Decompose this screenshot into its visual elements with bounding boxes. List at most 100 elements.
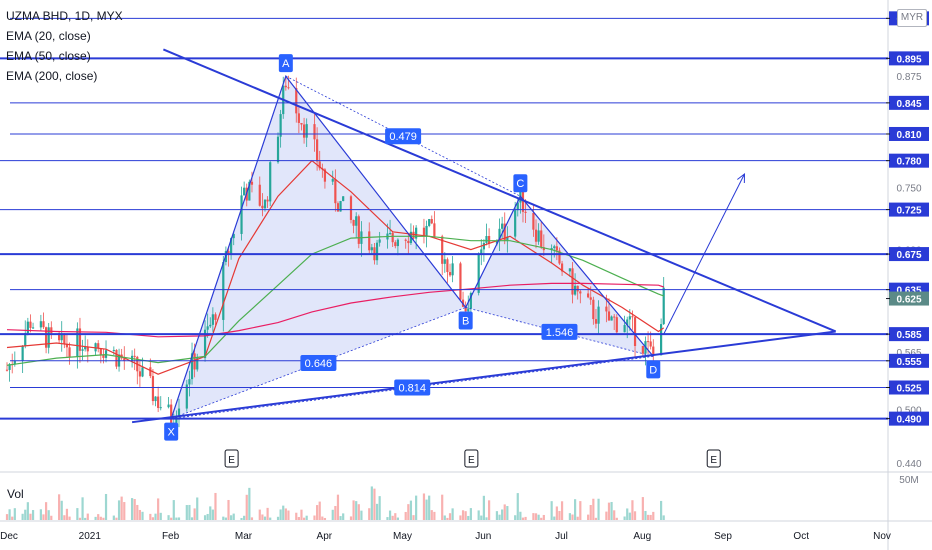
trendline-upper[interactable] (162, 48, 837, 333)
earnings-badge[interactable] (706, 449, 721, 468)
candle-body (97, 343, 100, 349)
candle-body (467, 308, 470, 312)
volume-bar (524, 516, 527, 520)
volume-bar (295, 512, 298, 520)
pattern-ratio-badge[interactable] (385, 128, 422, 145)
volume-bar (540, 517, 543, 520)
volume-bar (506, 506, 509, 520)
volume-bar (94, 516, 97, 520)
projection-arrow-line[interactable] (663, 173, 745, 335)
candle-body (58, 333, 61, 341)
y-tick-label: 0.845 (896, 99, 921, 110)
candle-body (448, 272, 452, 276)
candle-body (68, 347, 71, 357)
earnings-label: E (710, 455, 717, 466)
volume-bar (47, 510, 50, 520)
volume-bar (227, 499, 230, 520)
indicator-ema20[interactable]: EMA (20, close) (6, 29, 91, 43)
candle-body (649, 341, 652, 347)
candle-body (8, 364, 11, 370)
volume-bar (245, 494, 248, 520)
candle-body (521, 184, 525, 212)
candle-body (39, 321, 42, 328)
volume-bar (266, 507, 269, 520)
volume-bar (136, 504, 139, 520)
volume-bar (248, 487, 251, 520)
volume-bar (587, 514, 590, 520)
pattern-ratio-badge[interactable] (541, 323, 578, 340)
pattern-point-badge[interactable] (646, 360, 661, 379)
candle-body (50, 327, 53, 334)
candle-body (284, 85, 287, 88)
volume-bar (375, 503, 379, 520)
candle-body (503, 223, 506, 241)
earnings-badge[interactable] (224, 449, 239, 468)
volume-bar (115, 517, 118, 520)
volume-bar (542, 514, 545, 520)
volume-bar (263, 516, 267, 520)
x-tick-label: Apr (317, 531, 333, 542)
y-tick-badge (889, 291, 929, 306)
candle-body (138, 371, 142, 377)
symbol-title[interactable]: UZMA BHD, 1D, MYX (6, 9, 123, 23)
pattern-point-badge[interactable] (458, 311, 473, 330)
candle-body (641, 345, 644, 354)
candle-body (480, 249, 483, 255)
y-tick-label: 0.895 (896, 54, 921, 65)
pattern-ratio-badge[interactable] (394, 379, 431, 396)
pattern-point-badge[interactable] (278, 54, 293, 73)
volume-bar (123, 502, 126, 520)
pattern-point-badge[interactable] (164, 422, 179, 441)
pattern-point-label: X (168, 427, 176, 439)
volume-bar (5, 514, 9, 520)
y-tick-label: 0.675 (896, 250, 921, 261)
candle-body (81, 349, 84, 351)
volume-bar (13, 508, 16, 520)
candle-body (196, 358, 199, 370)
currency-badge[interactable]: MYR (897, 9, 927, 27)
volume-bar (488, 500, 491, 520)
candle-body (167, 404, 170, 408)
volume-scale-label: 50M (899, 475, 918, 486)
volume-bar (537, 514, 540, 520)
indicator-ema200[interactable]: EMA (200, close) (6, 69, 98, 83)
x-tick-label: Mar (235, 531, 253, 542)
candle-body (154, 396, 157, 402)
volume-bar (175, 517, 178, 520)
volume-bar (571, 514, 574, 520)
pattern-point-badge[interactable] (513, 174, 528, 193)
y-tick-label: 0.565 (896, 348, 921, 359)
y-tick-label: 0.875 (896, 72, 921, 83)
candle-body (607, 311, 611, 321)
trendline-lower[interactable] (131, 330, 836, 424)
candle-body (631, 316, 634, 318)
candle-body (248, 181, 251, 201)
volume-bar (104, 493, 108, 520)
volume-bar (396, 517, 399, 520)
volume-bar (521, 517, 525, 520)
y-tick-label: 0.440 (896, 459, 921, 470)
volume-bar (409, 500, 413, 520)
volume-bar (58, 494, 61, 520)
y-tick-label: 0.725 (896, 206, 921, 217)
candle-body (279, 114, 282, 137)
earnings-badge[interactable] (464, 449, 479, 468)
indicator-ema50[interactable]: EMA (50, close) (6, 49, 91, 63)
candle-body (24, 333, 27, 346)
candle-body (519, 184, 522, 203)
candle-body (263, 199, 267, 209)
y-tick-badge (889, 126, 929, 141)
plot-background (0, 0, 888, 472)
candle-body (211, 314, 214, 325)
volume-bar (316, 505, 319, 520)
volume-bar (222, 516, 225, 520)
candle-body (86, 346, 89, 352)
candle-body (339, 201, 342, 212)
candle-body (323, 169, 327, 182)
y-tick-label: 0.625 (896, 295, 921, 306)
y-tick-badge (889, 202, 929, 217)
volume-bar (84, 517, 87, 520)
pattern-ratio-badge[interactable] (300, 355, 337, 372)
